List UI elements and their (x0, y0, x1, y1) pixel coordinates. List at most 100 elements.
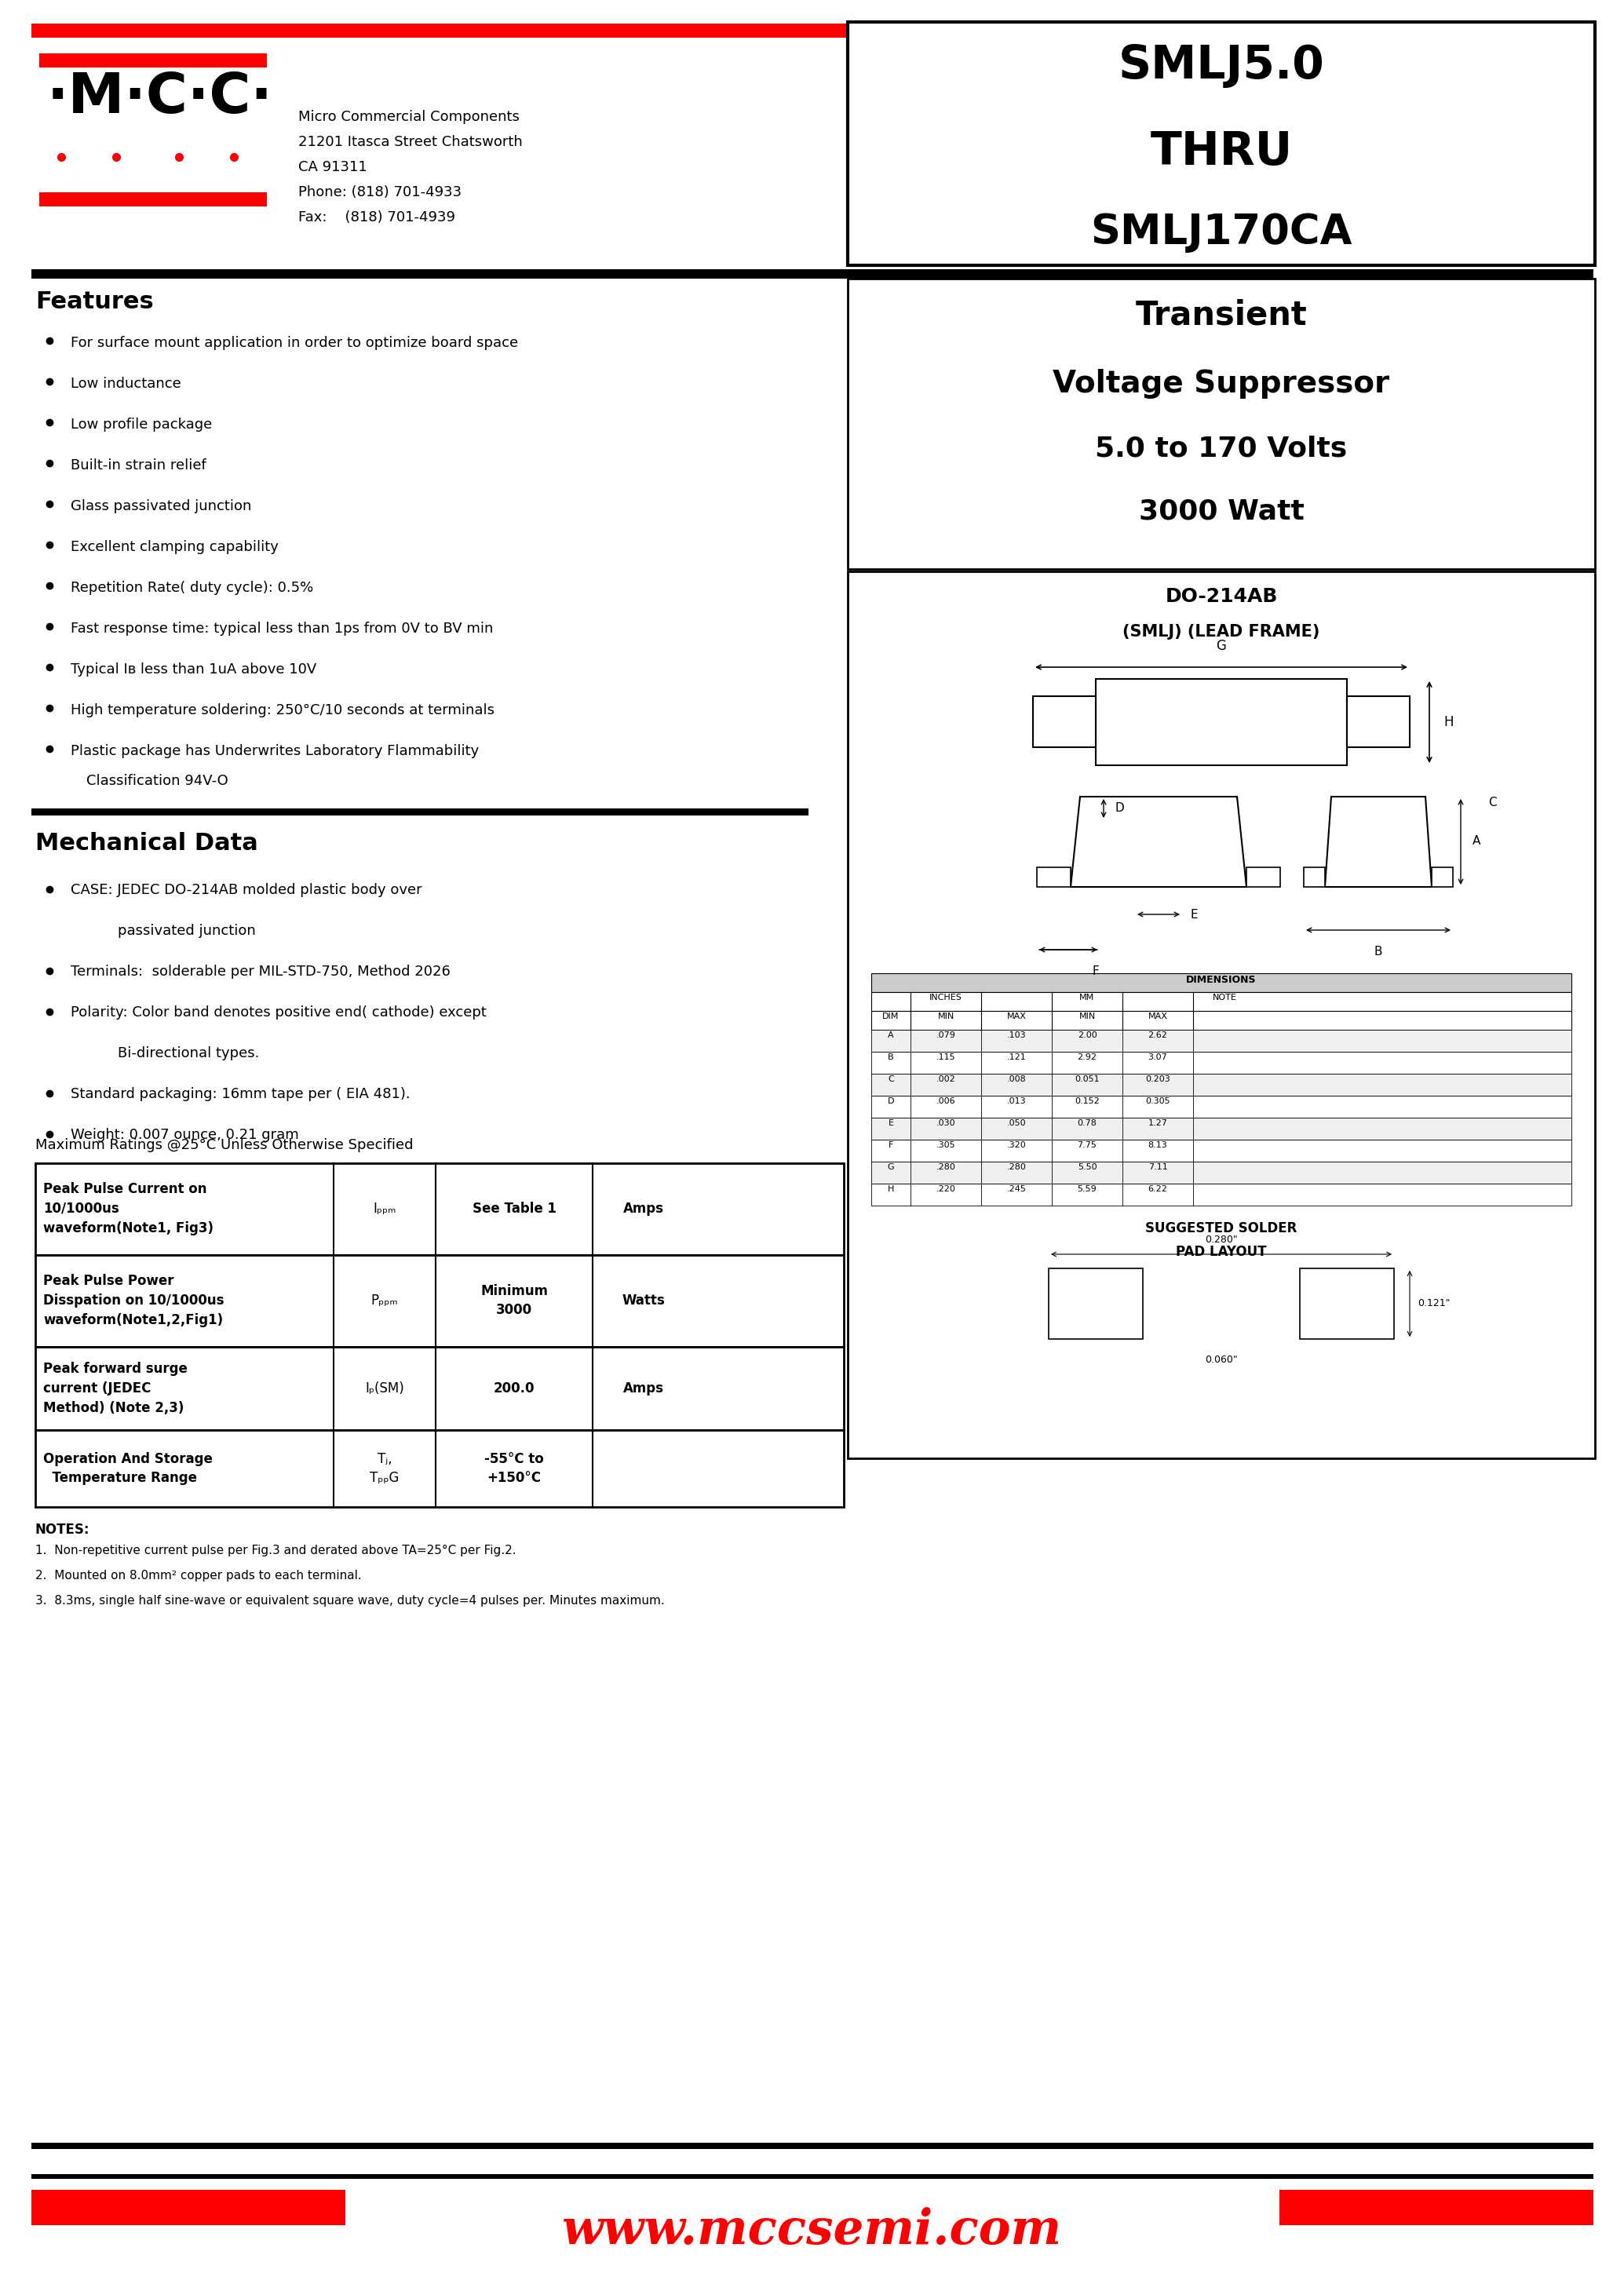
Bar (39, 53, 266, 67)
Text: MIN: MIN (937, 1012, 955, 1021)
Bar (1096, 679, 1346, 764)
Text: High temperature soldering: 250°C/10 seconds at terminals: High temperature soldering: 250°C/10 sec… (70, 702, 494, 718)
Text: Fax:    (818) 701-4939: Fax: (818) 701-4939 (299, 211, 455, 225)
Text: .115: .115 (935, 1053, 955, 1060)
Text: MAX: MAX (1007, 1012, 1026, 1021)
Text: .050: .050 (1007, 1120, 1026, 1127)
Text: Mechanical Data: Mechanical Data (36, 833, 258, 854)
Text: 21201 Itasca Street Chatsworth: 21201 Itasca Street Chatsworth (299, 135, 523, 149)
Bar (870, 991, 1572, 1010)
Text: Features: Features (36, 291, 154, 312)
Text: H: H (1444, 716, 1453, 730)
Text: Low profile package: Low profile package (70, 418, 213, 431)
Text: Fast response time: typical less than 1ps from 0V to BV min: Fast response time: typical less than 1p… (70, 622, 494, 636)
Text: C: C (888, 1076, 893, 1083)
Text: CA 91311: CA 91311 (299, 161, 367, 174)
Text: (SMLJ) (LEAD FRAME): (SMLJ) (LEAD FRAME) (1122, 624, 1320, 640)
Polygon shape (1432, 868, 1453, 886)
Text: .002: .002 (935, 1076, 955, 1083)
Text: .320: .320 (1007, 1141, 1026, 1150)
Text: F: F (888, 1141, 893, 1150)
Text: CASE: JEDEC DO-214AB molded plastic body over: CASE: JEDEC DO-214AB molded plastic body… (70, 884, 422, 897)
Text: Glass passivated junction: Glass passivated junction (70, 500, 252, 514)
Text: Micro Commercial Components: Micro Commercial Components (299, 110, 520, 124)
Polygon shape (1247, 868, 1280, 886)
Text: B: B (888, 1053, 893, 1060)
Text: Iₚₚₘ: Iₚₚₘ (374, 1203, 396, 1216)
Text: .121: .121 (1007, 1053, 1026, 1060)
Bar (31, 23, 1593, 37)
Text: 0.121": 0.121" (1418, 1299, 1450, 1308)
Text: Peak forward surge
current (JEDEC
Method) (Note 2,3): Peak forward surge current (JEDEC Method… (44, 1361, 187, 1416)
Text: A: A (888, 1030, 893, 1040)
Text: .280: .280 (935, 1164, 955, 1170)
Text: 1.27: 1.27 (1148, 1120, 1168, 1127)
Text: Plastic package has Underwrites Laboratory Flammability: Plastic package has Underwrites Laborato… (70, 744, 479, 757)
Text: G: G (1216, 638, 1226, 654)
Text: Classification 94V-O: Classification 94V-O (86, 773, 229, 787)
Bar (31, 269, 1593, 278)
Text: Weight: 0.007 ounce, 0.21 gram: Weight: 0.007 ounce, 0.21 gram (70, 1127, 299, 1143)
Text: 0.051: 0.051 (1075, 1076, 1099, 1083)
Text: passivated junction: passivated junction (117, 925, 255, 939)
Bar (1033, 695, 1096, 748)
Bar (1346, 695, 1410, 748)
Bar (870, 1095, 1572, 1118)
Text: 5.59: 5.59 (1077, 1184, 1096, 1193)
Text: Iₚ(SM): Iₚ(SM) (365, 1382, 404, 1395)
Text: A: A (1473, 835, 1481, 847)
Bar (870, 973, 1572, 991)
Polygon shape (1070, 796, 1247, 886)
Bar (36, 1164, 844, 1255)
Text: 200.0: 200.0 (494, 1382, 534, 1395)
Text: Operation And Storage
  Temperature Range: Operation And Storage Temperature Range (44, 1453, 213, 1485)
Bar (31, 808, 809, 815)
Text: NOTE: NOTE (1213, 994, 1236, 1001)
Bar (31, 2189, 346, 2226)
Text: 0.060": 0.060" (1205, 1354, 1237, 1366)
Text: 0.280": 0.280" (1205, 1235, 1237, 1244)
Bar (1049, 1269, 1143, 1338)
Text: See Table 1: See Table 1 (473, 1203, 555, 1216)
Text: 8.13: 8.13 (1148, 1141, 1168, 1150)
Text: 0.203: 0.203 (1145, 1076, 1171, 1083)
Text: www.mccsemi.com: www.mccsemi.com (562, 2208, 1062, 2254)
Text: 0.78: 0.78 (1077, 1120, 1096, 1127)
Text: Pₚₚₘ: Pₚₚₘ (370, 1294, 398, 1308)
Bar (870, 1118, 1572, 1141)
Bar (848, 278, 1595, 569)
Text: ·M·C·C·: ·M·C·C· (47, 71, 273, 124)
Text: Built-in strain relief: Built-in strain relief (70, 459, 206, 473)
Text: 3000 Watt: 3000 Watt (1138, 498, 1304, 526)
Bar (36, 1430, 844, 1508)
Text: .013: .013 (1007, 1097, 1026, 1106)
Bar (870, 1074, 1572, 1095)
Text: Transient: Transient (1135, 298, 1307, 330)
Text: 3.07: 3.07 (1148, 1053, 1168, 1060)
Text: .220: .220 (935, 1184, 955, 1193)
Text: Standard packaging: 16mm tape per ( EIA 481).: Standard packaging: 16mm tape per ( EIA … (70, 1088, 411, 1102)
Text: DO-214AB: DO-214AB (1164, 588, 1278, 606)
Text: 2.  Mounted on 8.0mm² copper pads to each terminal.: 2. Mounted on 8.0mm² copper pads to each… (36, 1570, 362, 1581)
Text: Repetition Rate( duty cycle): 0.5%: Repetition Rate( duty cycle): 0.5% (70, 581, 313, 594)
Text: NOTES:: NOTES: (36, 1522, 89, 1538)
Text: 1.  Non-repetitive current pulse per Fig.3 and derated above TA=25°C per Fig.2.: 1. Non-repetitive current pulse per Fig.… (36, 1545, 516, 1556)
Text: 5.50: 5.50 (1077, 1164, 1096, 1170)
Text: Maximum Ratings @25°C Unless Otherwise Specified: Maximum Ratings @25°C Unless Otherwise S… (36, 1138, 412, 1152)
Text: .305: .305 (935, 1141, 955, 1150)
Text: DIMENSIONS: DIMENSIONS (1186, 975, 1257, 985)
Text: For surface mount application in order to optimize board space: For surface mount application in order t… (70, 335, 518, 351)
Bar (1299, 1269, 1393, 1338)
Text: Peak Pulse Current on
10/1000us
waveform(Note1, Fig3): Peak Pulse Current on 10/1000us waveform… (44, 1182, 213, 1235)
Text: .030: .030 (935, 1120, 955, 1127)
Text: Tⱼ,
TₚₚG: Tⱼ, TₚₚG (370, 1453, 400, 1485)
Text: B: B (1374, 946, 1382, 957)
Text: G: G (887, 1164, 895, 1170)
Bar (870, 1161, 1572, 1184)
Polygon shape (1036, 868, 1070, 886)
Text: Phone: (818) 701-4933: Phone: (818) 701-4933 (299, 186, 461, 200)
Bar (870, 1051, 1572, 1074)
Bar (36, 1347, 844, 1430)
Text: .245: .245 (1007, 1184, 1026, 1193)
Text: F: F (1093, 966, 1099, 978)
